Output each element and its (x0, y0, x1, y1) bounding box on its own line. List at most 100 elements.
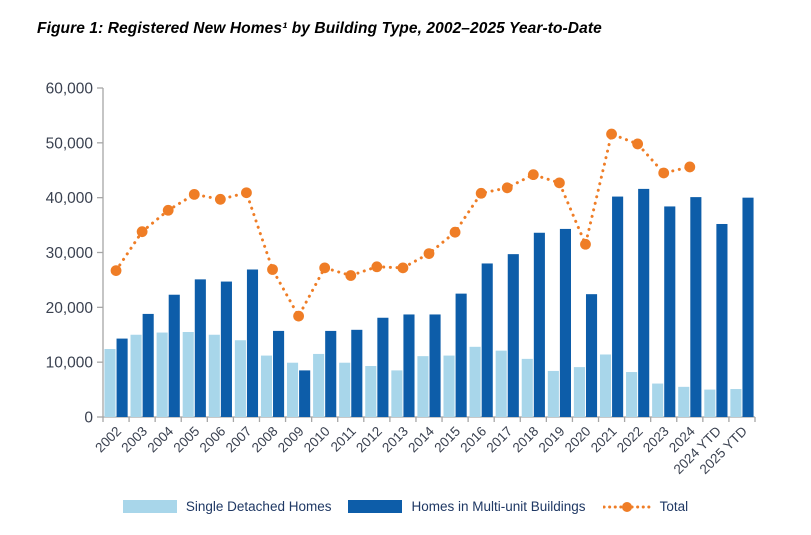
x-tick-label-2016: 2016 (457, 424, 489, 456)
x-tick-label-2002: 2002 (92, 424, 124, 456)
total-line (110, 128, 696, 322)
total-marker (606, 128, 617, 140)
total-marker (397, 262, 409, 274)
bar-single-2009 (287, 362, 299, 417)
bar-single-2006 (208, 334, 220, 417)
bar-multi-2008 (273, 330, 285, 417)
total-marker (319, 262, 331, 274)
total-marker (267, 264, 278, 275)
y-axis-ticks: 0 10,000 20,000 30,000 40,000 50,000 60,000 (46, 81, 103, 427)
x-tick-label-2009: 2009 (275, 424, 307, 456)
total-marker (527, 169, 539, 181)
bar-single-2005 (182, 332, 194, 417)
bar-single-2021 (599, 354, 612, 417)
bar-multi-2020 (585, 294, 598, 417)
total-marker (293, 310, 304, 322)
x-tick-label-2010: 2010 (301, 424, 333, 456)
total-marker (423, 248, 435, 259)
x-tick-label-2019: 2019 (536, 424, 568, 456)
bar-single-2018 (521, 358, 533, 417)
y-tick-label: 50,000 (46, 135, 94, 152)
x-tick-label-2015: 2015 (431, 424, 463, 456)
x-tick-label-2014: 2014 (405, 423, 437, 455)
bars-single-detached (104, 332, 742, 417)
bar-multi-2011 (351, 329, 363, 417)
bar-single-2004 (156, 332, 168, 417)
single-detached-swatch-icon (122, 500, 177, 513)
bar-multi-2009 (299, 370, 311, 417)
bar-single-2022 (626, 372, 638, 417)
y-tick-label: 0 (84, 410, 93, 427)
bar-multi-2012 (377, 317, 389, 417)
bar-single-2024 (678, 386, 690, 417)
x-tick-labels: 2002200320042005200620072008200920102011… (92, 423, 750, 477)
bar-multi-2021 (612, 196, 624, 417)
y-tick-label: 20,000 (46, 300, 94, 317)
bar-multi-2005 (194, 279, 206, 417)
x-tick-label-2017: 2017 (484, 424, 516, 456)
x-tick-label-2020: 2020 (562, 424, 594, 456)
y-tick-label: 60,000 (46, 81, 94, 98)
bar-single-2011 (339, 362, 351, 417)
total-marker (214, 193, 226, 205)
legend-item-single-detached: Single Detached Homes (122, 499, 331, 514)
y-tick-label: 30,000 (46, 245, 94, 262)
y-tick-label: 10,000 (46, 355, 94, 372)
bar-single-2008 (260, 355, 273, 417)
x-tick-label-2012: 2012 (353, 424, 385, 456)
bar-multi-2013 (403, 314, 415, 417)
total-marker (345, 270, 357, 281)
bar-single-2016 (469, 346, 481, 417)
total-marker (501, 182, 513, 194)
total-marker (475, 187, 487, 199)
bar-single-2003 (130, 334, 142, 417)
total-marker (554, 177, 565, 189)
bar-multi-2022 (638, 188, 650, 417)
bar-single-2014 (417, 356, 429, 417)
legend-item-multi-unit: Homes in Multi-unit Buildings (348, 499, 586, 514)
legend-label-total: Total (659, 499, 689, 514)
y-tick-label: 40,000 (46, 190, 94, 207)
bar-single-2024 YTD (704, 389, 716, 417)
total-marker (188, 188, 200, 200)
bar-single-2012 (365, 366, 377, 417)
total-marker (658, 167, 670, 179)
bar-multi-2010 (325, 330, 337, 417)
total-line-marker-icon (602, 500, 652, 514)
total-marker (371, 261, 383, 273)
total-marker (110, 265, 122, 276)
total-marker (580, 238, 591, 250)
x-tick-label-2003: 2003 (118, 424, 150, 456)
total-marker (449, 226, 461, 238)
bar-multi-2024 YTD (716, 223, 728, 417)
bars-multi-unit (116, 188, 754, 417)
bar-multi-2023 (664, 206, 676, 417)
bar-multi-2016 (481, 263, 493, 417)
x-axis-ticks (102, 417, 756, 422)
total-marker (632, 138, 644, 150)
legend-item-total: Total (602, 499, 689, 514)
x-tick-label-2008: 2008 (249, 424, 281, 456)
bar-single-2013 (391, 370, 403, 417)
bar-multi-2019 (559, 228, 571, 417)
bar-single-2007 (234, 340, 246, 417)
x-tick-label-2021: 2021 (588, 424, 620, 456)
bar-single-2020 (573, 367, 585, 417)
bar-multi-2006 (220, 281, 232, 417)
x-tick-label-2022: 2022 (614, 424, 646, 456)
bar-multi-2024 (690, 197, 702, 417)
x-tick-label-2004: 2004 (144, 423, 176, 455)
x-tick-label-2011: 2011 (328, 424, 359, 455)
bar-single-2019 (547, 370, 559, 417)
bar-single-2010 (313, 353, 325, 417)
bar-single-2017 (495, 350, 507, 417)
bar-single-2023 (652, 383, 664, 417)
bar-multi-2007 (246, 269, 259, 417)
bar-multi-2015 (455, 293, 467, 417)
legend-label-multi-unit: Homes in Multi-unit Buildings (411, 499, 586, 514)
x-tick-label-2013: 2013 (379, 424, 411, 456)
bar-single-2025 YTD (730, 389, 742, 417)
multi-unit-swatch-icon (348, 500, 403, 513)
